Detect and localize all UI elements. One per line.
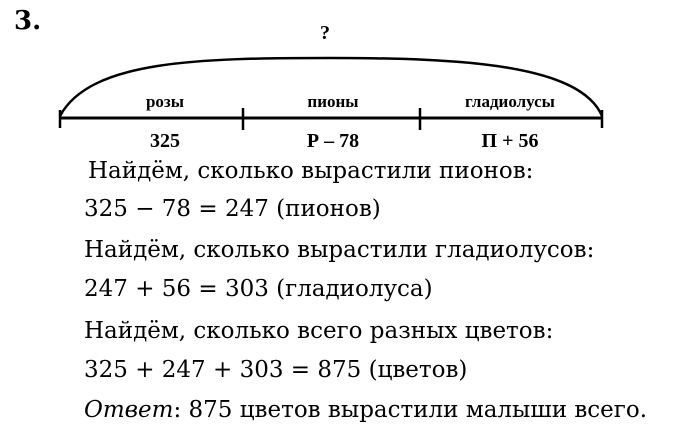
segment-label-peonies: пионы <box>307 92 359 111</box>
answer-text: : 875 цветов вырастили малыши всего. <box>173 397 648 423</box>
problem-number: 3. <box>14 6 42 36</box>
solution-line: 247 + 56 = 303 (гладиолуса) <box>84 276 433 302</box>
solution-line: 325 + 247 + 303 = 875 (цветов) <box>84 357 468 383</box>
segment-value-gladioli: П + 56 <box>481 130 539 152</box>
solution-line: 325 − 78 = 247 (пионов) <box>84 196 381 222</box>
segment-diagram <box>58 56 604 130</box>
answer-label: Ответ <box>84 397 174 423</box>
total-brace-arc <box>58 56 604 117</box>
total-label: ? <box>320 22 330 44</box>
solution-line: Найдём, сколько вырастили гладиолусов: <box>84 237 595 263</box>
answer-line: Ответ: 875 цветов вырастили малыши всего… <box>84 397 647 423</box>
solution-line: Найдём, сколько вырастили пионов: <box>88 158 534 184</box>
segment-label-roses: розы <box>145 92 185 111</box>
segment-label-gladioli: гладиолусы <box>465 92 555 111</box>
segment-value-roses: 325 <box>150 130 180 152</box>
solution-line: Найдём, сколько всего разных цветов: <box>84 318 554 344</box>
segment-value-peonies: Р – 78 <box>306 130 360 152</box>
